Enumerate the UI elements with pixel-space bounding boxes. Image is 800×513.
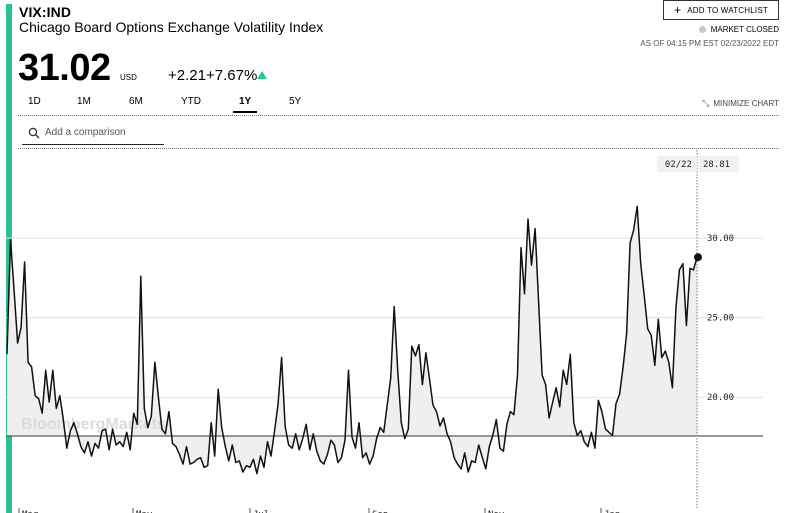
tab-1y[interactable]: 1Y <box>233 96 258 113</box>
y-tick-label: 25.00 <box>707 314 734 324</box>
minimize-chart-button[interactable]: ⤡ MINIMIZE CHART <box>702 98 779 109</box>
x-tick-label: Mar <box>22 510 39 513</box>
accent-bar <box>6 4 12 513</box>
x-tick-label: May <box>136 510 153 513</box>
as-of-timestamp: AS OF 04:15 PM EST 02/23/2022 EDT <box>640 39 779 48</box>
market-status: MARKET CLOSED <box>698 25 779 34</box>
price-change-percent: +7.67% <box>206 67 258 84</box>
y-tick-label: 20.00 <box>707 393 734 403</box>
price-area <box>7 206 697 474</box>
ticker-symbol: VIX:IND <box>19 4 72 20</box>
last-price: 31.02 <box>18 47 111 89</box>
comparison-search-input[interactable] <box>45 127 155 138</box>
currency-label: USD <box>120 73 137 82</box>
price-change: +2.21 <box>168 67 206 84</box>
hover-date: 02/22 <box>665 160 692 170</box>
divider <box>18 148 779 149</box>
minimize-chart-label: MINIMIZE CHART <box>713 99 779 108</box>
x-tick-label: Sep <box>372 510 388 513</box>
last-point-marker <box>694 253 702 262</box>
market-status-label: MARKET CLOSED <box>710 25 779 34</box>
plus-icon: + <box>674 3 682 17</box>
minimize-icon: ⤡ <box>702 98 710 108</box>
add-to-watchlist-button[interactable]: + ADD TO WATCHLIST <box>663 0 779 20</box>
up-arrow-icon <box>257 71 267 79</box>
tab-1d[interactable]: 1D <box>28 96 41 107</box>
divider <box>18 115 779 116</box>
security-name: Chicago Board Options Exchange Volatilit… <box>19 19 324 35</box>
watchlist-label: ADD TO WATCHLIST <box>687 5 768 15</box>
hover-value-box <box>699 156 739 172</box>
y-axis: 20.00 25.00 30.00 <box>707 234 734 403</box>
price-chart[interactable]: BloombergMarkets 20.00 25.00 30.00 Mar May J… <box>0 150 800 513</box>
y-tick-label: 30.00 <box>707 234 734 244</box>
x-tick-label: Jul <box>253 510 269 513</box>
status-dot-icon <box>698 26 706 33</box>
tab-ytd[interactable]: YTD <box>181 96 201 107</box>
hover-date-box <box>657 156 697 172</box>
tab-6m[interactable]: 6M <box>129 96 143 107</box>
x-axis: Mar May Jul Sep Nov Jan <box>18 508 620 513</box>
price-line <box>6 205 698 475</box>
x-tick-label: Nov <box>488 510 504 513</box>
hover-value: 28.81 <box>703 160 730 170</box>
search-icon <box>28 127 40 138</box>
comparison-search[interactable] <box>22 121 164 145</box>
tab-5y[interactable]: 5Y <box>289 96 302 107</box>
watermark: BloombergMarkets <box>21 416 166 433</box>
tab-1m[interactable]: 1M <box>77 96 91 107</box>
x-tick-label: Jan <box>604 510 620 513</box>
